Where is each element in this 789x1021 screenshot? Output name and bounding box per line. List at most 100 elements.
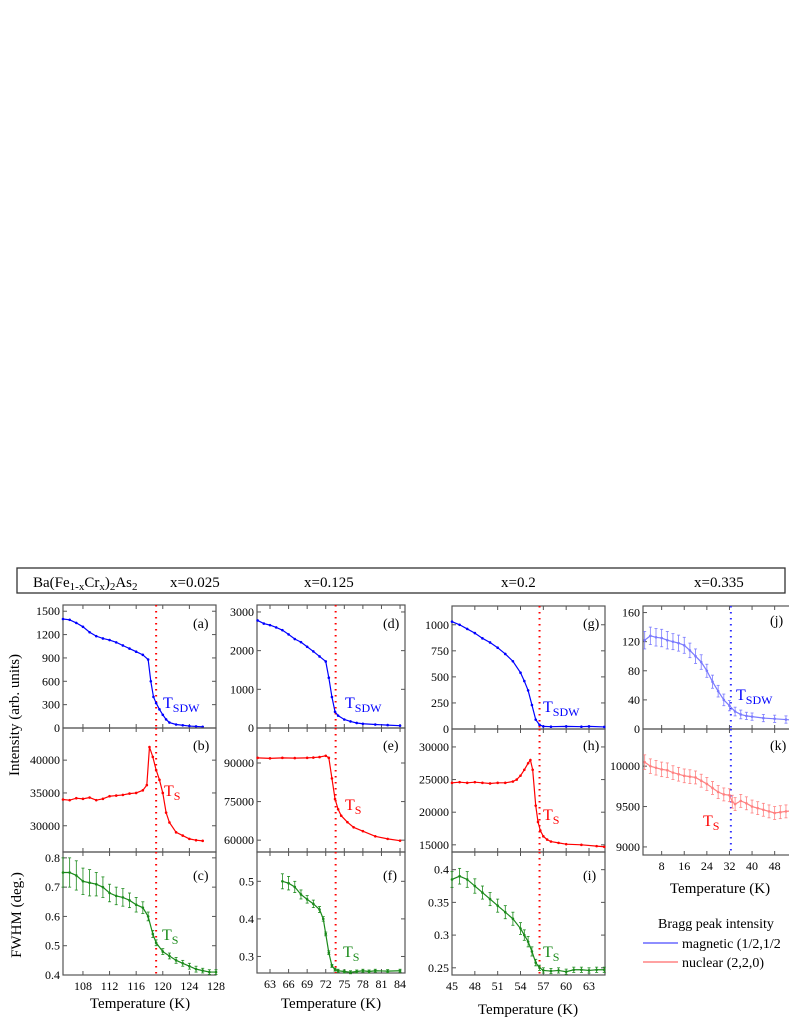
data-point (330, 777, 334, 780)
series (280, 873, 402, 975)
data-point (349, 970, 352, 974)
data-point (281, 756, 284, 760)
transition-label: TSDW (543, 699, 580, 719)
data-point (511, 917, 515, 921)
y-tick-label: 750 (431, 644, 449, 658)
data-point (654, 635, 658, 639)
x-tick-label: 124 (180, 979, 198, 993)
data-point (146, 915, 150, 918)
panel-f: 63 66 69 72 75 78 81 84 0.3 0.4 0.5 (f) TS (239, 851, 406, 991)
plot-frame (642, 728, 789, 856)
y-tick-label: 30000 (30, 819, 60, 833)
data-point (128, 792, 131, 795)
data-point (671, 771, 675, 774)
y-tick-label: 600 (42, 674, 60, 688)
y-tick-label: 35000 (30, 786, 60, 800)
data-point (154, 768, 158, 772)
data-point (201, 839, 204, 843)
panel-label: (b) (193, 739, 210, 754)
data-point (458, 623, 461, 627)
data-point (682, 774, 686, 778)
transition-label: TS (162, 927, 178, 947)
data-point (542, 969, 545, 972)
data-point (373, 723, 377, 726)
data-point (174, 723, 178, 726)
data-point (654, 766, 658, 770)
y-tick-label: 1200 (36, 628, 60, 642)
series (643, 754, 789, 820)
data-point (339, 814, 343, 818)
panel-label: (h) (583, 739, 600, 754)
data-point (503, 910, 507, 914)
data-point (458, 874, 461, 878)
y-tick-label: 9000 (616, 840, 640, 854)
data-point (529, 758, 532, 762)
y-axis-label-fwhm: FWHM (deg.) (9, 872, 25, 958)
data-point (450, 620, 454, 623)
data-point (174, 959, 178, 962)
data-point (361, 722, 365, 726)
data-point (188, 964, 191, 968)
data-point (542, 835, 545, 838)
y-tick-label: 0 (443, 722, 449, 736)
data-point (699, 660, 703, 664)
series (61, 857, 218, 975)
y-axis-label-intensity: Intensity (arb. units) (7, 654, 23, 776)
y-tick-label: 0 (54, 721, 60, 735)
column-label-x0125: x=0.125 (304, 575, 354, 591)
data-point (534, 718, 538, 721)
data-point (146, 658, 150, 661)
data-point (355, 721, 358, 725)
data-point (450, 878, 454, 881)
y-tick-label: 250 (431, 696, 449, 710)
data-point (705, 669, 709, 673)
data-point (75, 621, 78, 625)
data-point (557, 841, 560, 845)
data-point (481, 781, 484, 785)
data-point (75, 874, 78, 877)
data-point (108, 638, 111, 642)
data-point (762, 716, 765, 720)
x-tick-label: 120 (154, 979, 172, 993)
data-point (739, 799, 743, 803)
data-point (688, 649, 692, 652)
data-point (361, 969, 365, 973)
panel-label: (f) (383, 869, 397, 884)
data-point (549, 840, 553, 843)
data-point (531, 768, 534, 772)
data-point (161, 950, 165, 953)
data-point (386, 723, 389, 727)
x-tick-label: 72 (320, 977, 332, 991)
data-point (343, 718, 346, 721)
data-point (711, 680, 714, 683)
x-tick-label: 128 (207, 979, 225, 993)
data-point (154, 941, 158, 945)
series-line (63, 871, 216, 973)
data-point (68, 798, 71, 802)
y-tick-label: 25000 (419, 773, 449, 787)
series-line (257, 755, 401, 842)
data-point (705, 782, 709, 786)
x-tick-label: 48 (469, 979, 481, 993)
data-point (88, 630, 91, 634)
y-tick-label: 0.5 (45, 939, 60, 953)
data-point (68, 618, 71, 622)
data-point (750, 805, 754, 808)
data-point (519, 927, 522, 930)
panel-k: 81624324048569000950010000(k)TS (610, 728, 789, 873)
data-point (745, 802, 748, 805)
y-tick-label: 30000 (419, 740, 449, 754)
data-point (68, 871, 71, 874)
data-point (773, 811, 776, 815)
panel-c: 108 112 116 120 124 128 0.4 0.5 0.6 0.7 0.8 (c) TS (45, 851, 225, 993)
data-point (134, 650, 138, 654)
data-point (728, 704, 731, 708)
data-point (324, 932, 328, 936)
data-point (515, 778, 519, 781)
data-point (511, 780, 515, 783)
data-point (526, 761, 530, 765)
legend: Bragg peak intensity magnetic (1/2,1/2 n… (643, 917, 781, 971)
data-point (318, 755, 321, 759)
data-point (293, 885, 297, 889)
data-point (602, 845, 606, 849)
